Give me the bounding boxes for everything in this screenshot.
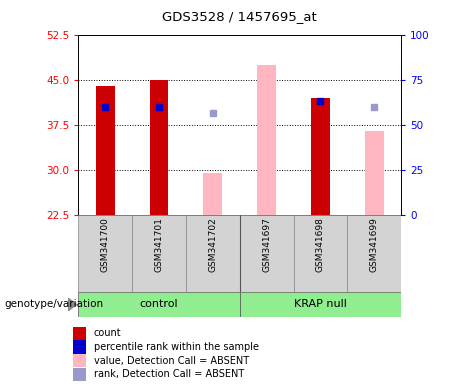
Bar <box>240 292 401 317</box>
Bar <box>73 368 86 381</box>
Bar <box>257 65 276 215</box>
Text: GSM341701: GSM341701 <box>154 217 164 272</box>
Bar <box>73 327 86 340</box>
Bar <box>311 98 330 215</box>
Text: control: control <box>140 299 178 310</box>
Text: GSM341700: GSM341700 <box>101 217 110 272</box>
Bar <box>203 173 222 215</box>
Bar <box>78 292 240 317</box>
Text: rank, Detection Call = ABSENT: rank, Detection Call = ABSENT <box>94 369 244 379</box>
Bar <box>78 215 132 292</box>
Bar <box>240 215 294 292</box>
Bar <box>186 215 240 292</box>
Polygon shape <box>68 298 77 311</box>
Bar <box>294 215 347 292</box>
Text: genotype/variation: genotype/variation <box>5 299 104 309</box>
Bar <box>96 86 115 215</box>
Text: count: count <box>94 328 121 338</box>
Text: GDS3528 / 1457695_at: GDS3528 / 1457695_at <box>162 10 317 23</box>
Text: KRAP null: KRAP null <box>294 299 347 310</box>
Text: GSM341699: GSM341699 <box>370 217 378 272</box>
Text: percentile rank within the sample: percentile rank within the sample <box>94 342 259 352</box>
Bar <box>73 341 86 354</box>
Text: GSM341697: GSM341697 <box>262 217 271 272</box>
Bar <box>73 354 86 367</box>
Text: GSM341702: GSM341702 <box>208 217 217 272</box>
Text: GSM341698: GSM341698 <box>316 217 325 272</box>
Text: value, Detection Call = ABSENT: value, Detection Call = ABSENT <box>94 356 249 366</box>
Bar <box>347 215 401 292</box>
Bar <box>132 215 186 292</box>
Bar <box>365 131 384 215</box>
Bar <box>150 80 168 215</box>
